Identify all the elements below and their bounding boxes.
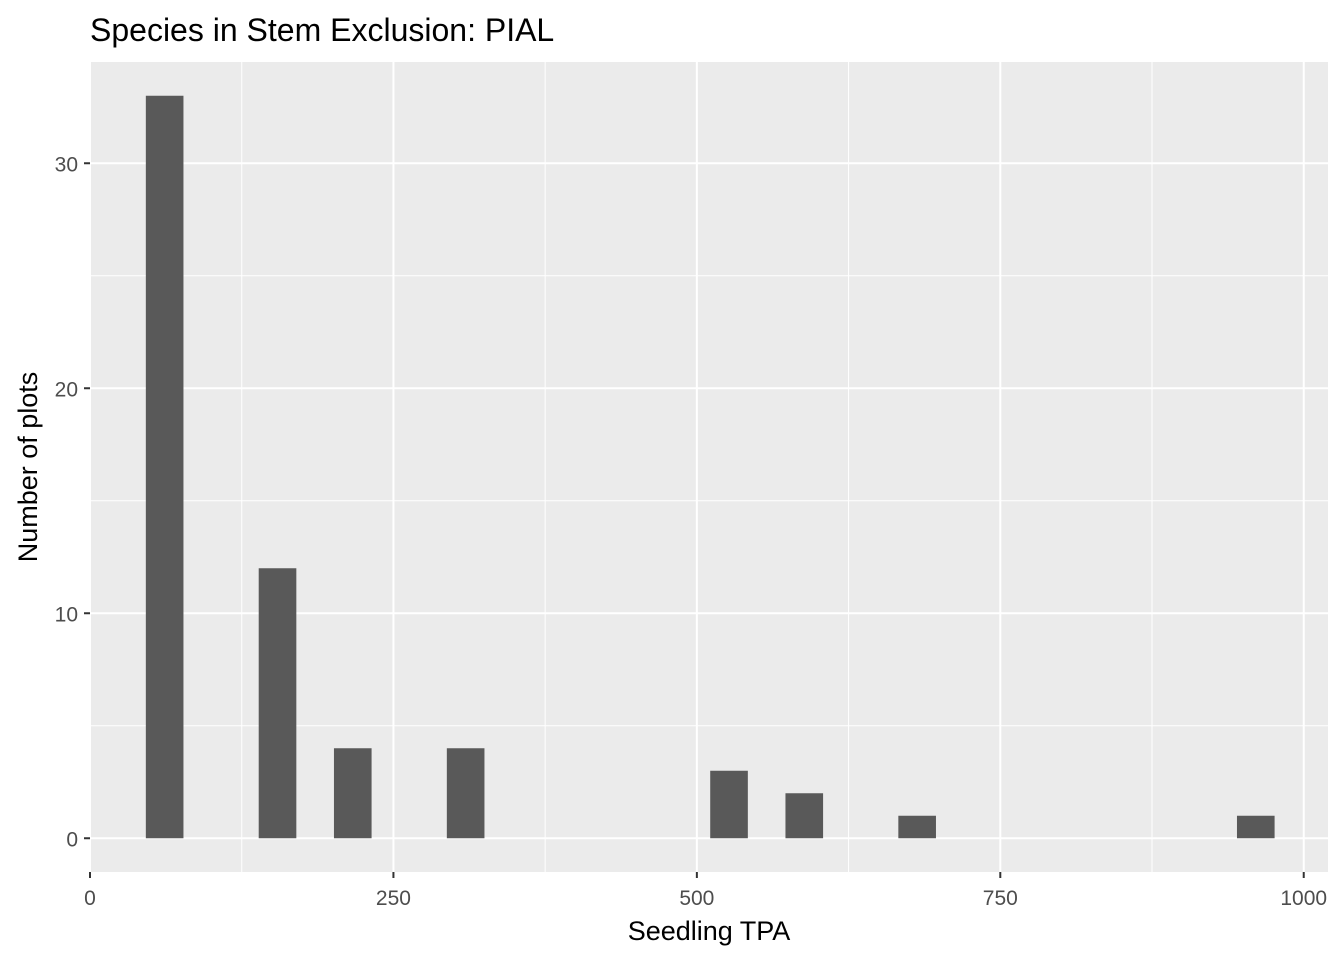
histogram-bar	[258, 568, 297, 839]
y-axis-title: Number of plots	[13, 372, 43, 563]
histogram-bar	[446, 748, 485, 839]
x-axis-title: Seedling TPA	[628, 916, 791, 946]
y-tick-label: 20	[55, 378, 78, 401]
histogram-bar	[785, 793, 824, 839]
x-tick-label: 750	[983, 887, 1018, 910]
chart-title: Species in Stem Exclusion: PIAL	[90, 12, 554, 48]
histogram-bars	[145, 95, 1275, 839]
y-tick-label: 0	[66, 828, 78, 851]
x-tick-label: 500	[679, 887, 714, 910]
y-axis-ticks: 0 10 20 30	[55, 153, 90, 851]
y-tick-label: 30	[55, 153, 78, 176]
x-tick-label: 1000	[1280, 887, 1327, 910]
major-gridlines	[89, 62, 1328, 872]
x-tick-label: 250	[376, 887, 411, 910]
histogram-bar	[710, 770, 748, 839]
y-tick-label: 10	[55, 603, 78, 626]
x-tick-label: 0	[84, 887, 96, 910]
histogram-bar	[898, 815, 936, 839]
histogram-bar	[333, 748, 372, 839]
histogram-bar	[1236, 815, 1275, 839]
x-axis-ticks: 0 250 500 750 1000	[84, 872, 1327, 910]
minor-gridlines	[90, 62, 1328, 872]
histogram-bar	[145, 95, 184, 839]
